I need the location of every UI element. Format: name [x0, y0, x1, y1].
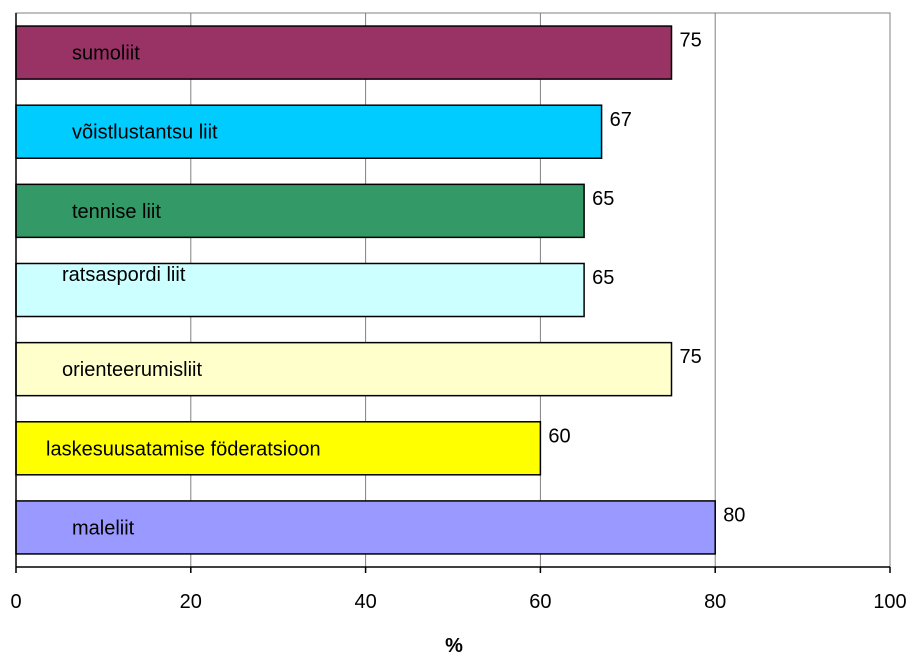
- bar-1: [15, 25, 673, 80]
- bar-3: [15, 183, 585, 239]
- tick-label-60: 60: [529, 591, 551, 613]
- tick-label-100: 100: [873, 591, 906, 613]
- bar-category-label-5: orienteerumisliit: [62, 359, 202, 381]
- bars: sumoliit 75 võistlustantsu liit 67 tennise l…: [15, 25, 745, 555]
- bar-value-label-5: 75: [680, 346, 702, 368]
- bar-category-label-2: võistlustantsu liit: [72, 122, 218, 144]
- bar-category-label-1: sumoliit: [72, 43, 140, 65]
- bar-category-label-6: laskesuusatamise föderatsioon: [46, 438, 321, 460]
- bar-value-label-1: 75: [680, 30, 702, 52]
- bar-value-label-4: 65: [592, 267, 614, 289]
- tick-label-80: 80: [704, 591, 726, 613]
- bar-5: [15, 341, 673, 397]
- x-axis-ticks: 0 20 40 60 80 100: [10, 567, 907, 613]
- bar-category-label-7: maleliit: [72, 517, 135, 539]
- tick-label-0: 0: [10, 591, 21, 613]
- bar-7: [15, 500, 716, 555]
- bar-category-label-3: tennise liit: [72, 201, 161, 223]
- bar-value-label-7: 80: [723, 505, 745, 527]
- bar-value-label-2: 67: [610, 109, 632, 131]
- x-axis-title: %: [445, 635, 463, 653]
- bar-2: [15, 104, 603, 159]
- tick-label-20: 20: [180, 591, 202, 613]
- bar-category-label-4: ratsaspordi liit: [62, 264, 186, 286]
- bar-6: [15, 421, 542, 476]
- bar-value-label-3: 65: [592, 188, 614, 210]
- bar-4: [15, 262, 585, 318]
- bar-value-label-6: 60: [548, 425, 570, 447]
- tick-label-40: 40: [354, 591, 376, 613]
